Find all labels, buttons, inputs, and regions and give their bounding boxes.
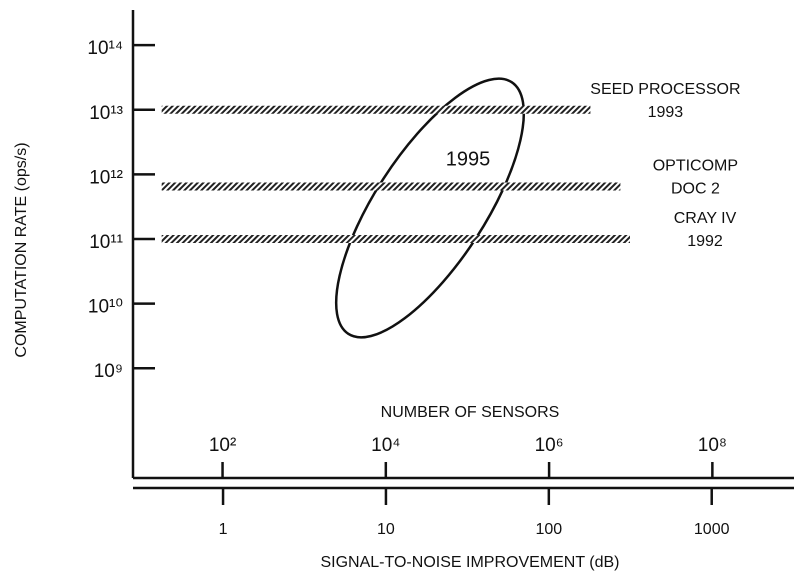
y-tick-label: 10¹⁰ bbox=[88, 297, 123, 318]
x-tick-label: 1 bbox=[219, 521, 228, 538]
series-label: CRAY IV bbox=[674, 210, 737, 227]
x2-tick-label: 10⁴ bbox=[371, 435, 400, 456]
x2-tick-label: 10⁸ bbox=[698, 435, 727, 456]
y-tick-label: 10⁹ bbox=[94, 361, 123, 382]
annotation: 1995 bbox=[446, 148, 491, 170]
x2-tick-label: 10⁶ bbox=[535, 435, 564, 456]
region-ellipse bbox=[334, 77, 526, 339]
x-tick-label: 10 bbox=[377, 521, 395, 538]
y-tick-label: 10¹³ bbox=[89, 103, 123, 124]
y-axis-title: COMPUTATION RATE (ops/s) bbox=[13, 142, 30, 357]
series-note: DOC 2 bbox=[671, 181, 720, 198]
series-label: OPTICOMP bbox=[653, 158, 738, 175]
x-axis-title: SIGNAL-TO-NOISE IMPROVEMENT (dB) bbox=[320, 554, 619, 571]
series-note: 1993 bbox=[648, 104, 684, 121]
series-label: SEED PROCESSOR bbox=[590, 81, 740, 98]
series-note: 1992 bbox=[687, 233, 723, 250]
x-tick-label: 100 bbox=[535, 521, 562, 538]
x2-tick-label: 10² bbox=[209, 435, 236, 456]
x-tick-label: 1000 bbox=[694, 521, 730, 538]
y-tick-label: 10¹² bbox=[89, 167, 123, 188]
x2-axis-title: NUMBER OF SENSORS bbox=[381, 404, 560, 421]
y-tick-label: 10¹¹ bbox=[89, 232, 123, 253]
y-tick-label: 10¹⁴ bbox=[87, 38, 123, 59]
